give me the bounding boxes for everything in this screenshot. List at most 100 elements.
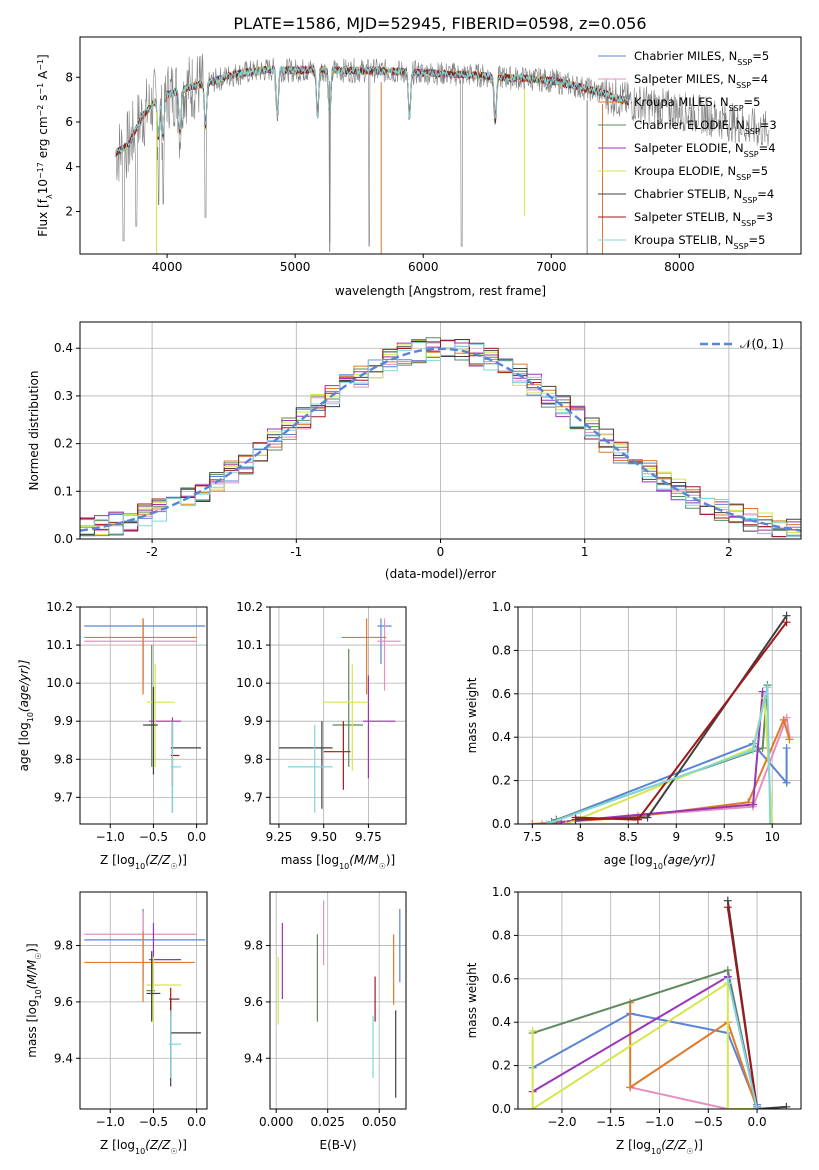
legend-entry: Salpeter STELIB, NSSP=3 (634, 210, 773, 228)
label-part: ☉ (686, 1147, 693, 1156)
axes-frame (517, 606, 802, 825)
label-part: λ (45, 194, 54, 199)
grid-lines (270, 892, 406, 1109)
label-part: =5 (752, 49, 769, 63)
axes-frame (269, 891, 407, 1110)
y-tick-label: 1.0 (492, 885, 511, 899)
label-part: A (36, 70, 50, 83)
x-tick-label: 0.0 (187, 1115, 206, 1129)
label-part: 10 (135, 1147, 145, 1156)
label-part: SSP (736, 173, 751, 182)
x-tick-label: 9.5 (715, 830, 734, 844)
label-part: Chabrier STELIB, N (634, 187, 742, 201)
mass-weight-marker (785, 735, 794, 744)
label-part: Z [log (616, 1138, 651, 1152)
y-tick-label: 0.6 (492, 687, 511, 701)
mass-weight-marker (528, 1105, 537, 1109)
mass-weight-marker (749, 800, 758, 809)
y-tick-label: 0.0 (54, 532, 73, 546)
plot-data (115, 53, 770, 254)
label-part: (Z/Z (145, 1138, 171, 1152)
label-part: (age/yr)] (663, 853, 716, 867)
legend-entry: Salpeter ELODIE, NSSP=4 (634, 141, 776, 159)
plot-data (278, 618, 401, 813)
mass-weight-marker (766, 820, 775, 824)
label-part: )] (178, 853, 187, 867)
y-tick-label: 10.0 (236, 676, 263, 690)
x-axis-label: mass [log10(M/M☉)] (281, 853, 396, 871)
x-tick-label: 9.75 (355, 830, 382, 844)
metallicity-massweight-panel: −2.0 −1.5 −1.0 −0.5 0.0 0.0 0.2 0.4 0.6 0.8 1.0 mas… (465, 885, 802, 1156)
ticks: −2.0 −1.5 −1.0 −0.5 0.0 0.0 0.2 0.4 0.6 0.8 1.0 (492, 885, 767, 1129)
mass-weight-line-kS (726, 978, 759, 1109)
label-part: ☉ (34, 953, 43, 960)
legend-entry: Kroupa MILES, NSSP=5 (634, 95, 760, 113)
y-tick-label: 0.1 (54, 484, 73, 498)
label-part: )] (25, 943, 39, 952)
mass-weight-marker (626, 1083, 635, 1092)
axes-frame (79, 891, 208, 1110)
y-tick-label: 9.9 (54, 714, 73, 728)
y-axis-label: mass weight (465, 677, 479, 753)
label-part: SSP (736, 81, 751, 90)
x-tick-label: 7.5 (523, 830, 542, 844)
y-tick-label: 0.4 (492, 730, 511, 744)
x-tick-label: -2 (146, 545, 158, 559)
ticks: −1.0 −0.5 0.0 9.4 9.6 9.8 (54, 939, 206, 1129)
x-tick-label: -1 (290, 545, 302, 559)
mass-weight-marker (768, 820, 777, 824)
spectrum-panel: 4000 5000 6000 7000 8000 2 4 6 8 wavelength [Angs… (36, 36, 802, 298)
plot-area: 4000 5000 6000 7000 8000 2 4 6 8 wavelength [Angs… (17, 36, 802, 1156)
label-part: =3 (760, 118, 777, 132)
x-tick-label: −1.0 (96, 1115, 125, 1129)
mass-weight-marker (537, 820, 546, 824)
label-part: mass [log (281, 853, 339, 867)
mass-weight-marker (779, 715, 788, 724)
axes-frame (79, 606, 208, 825)
x-tick-label: 4000 (152, 260, 183, 274)
label-part: 10 (36, 179, 50, 194)
plot-data (528, 896, 791, 1109)
label-part: E(B-V) (319, 1138, 356, 1152)
mass-weight-line-sS (726, 907, 759, 1109)
ticks: 4000 5000 6000 7000 8000 2 4 6 8 (65, 70, 694, 274)
label-part: Flux [f (36, 198, 50, 236)
mass-weight-marker (782, 618, 791, 627)
x-tick-label: 0.0 (748, 1115, 767, 1129)
ticks: 7.5 8 8.5 9 9.5 10 0.0 0.2 0.4 0.6 0.8 1.0 (492, 600, 780, 844)
legend-entry: Chabrier ELODIE, NSSP=3 (634, 118, 777, 136)
x-tick-label: −1.0 (96, 830, 125, 844)
mass-weight-line-sM (630, 1086, 758, 1109)
label-part: −1 (36, 59, 45, 71)
label-part: SSP (745, 127, 760, 136)
x-tick-label: 6000 (408, 260, 439, 274)
label-part: Kroupa STELIB, N (634, 233, 734, 247)
mass-weight-line-cE (556, 685, 769, 821)
label-part: Salpeter MILES, N (634, 72, 736, 86)
figure-title: PLATE=1586, MJD=52945, FIBERID=0598, z=0… (233, 14, 646, 33)
mass-weight-marker (782, 1102, 791, 1109)
y-tick-label: 4 (65, 160, 73, 174)
ticks: 9.25 9.50 9.75 9.7 9.8 9.9 10.0 10.1 10.2 (236, 600, 381, 844)
label-part: Z [log (100, 1138, 135, 1152)
label-part: =3 (756, 210, 773, 224)
label-part: =4 (757, 187, 774, 201)
mass-weight-marker (571, 813, 580, 822)
label-part: s (36, 95, 50, 105)
y-tick-label: 9.8 (244, 939, 263, 953)
plot-data (84, 908, 206, 1087)
label-part: −1 (36, 83, 45, 95)
y-tick-label: 0.0 (492, 817, 511, 831)
x-axis-label: wavelength [Angstrom, rest frame] (335, 284, 546, 298)
mass-weight-marker (782, 744, 791, 753)
x-tick-label: 9.50 (310, 830, 337, 844)
residual-panel: -2 -1 0 1 2 0.0 0.1 0.2 0.3 0.4 𝒩(0, 1) (data-model… (27, 321, 802, 581)
x-tick-label: 9.25 (266, 830, 293, 844)
y-tick-label: 9.9 (244, 714, 263, 728)
mass-weight-marker (723, 1105, 732, 1109)
age-massweight-panel: 7.5 8 8.5 9 9.5 10 0.0 0.2 0.4 0.6 0.8 1.0 mass weig… (465, 600, 802, 871)
metallicity-mass-panel: −1.0 −0.5 0.09.49.69.8Z [log10(Z/Z☉)]mass … (25, 891, 208, 1156)
x-tick-label: 2 (725, 545, 733, 559)
y-axis-label: mass weight (465, 962, 479, 1038)
x-tick-label: 0.050 (362, 1115, 396, 1129)
